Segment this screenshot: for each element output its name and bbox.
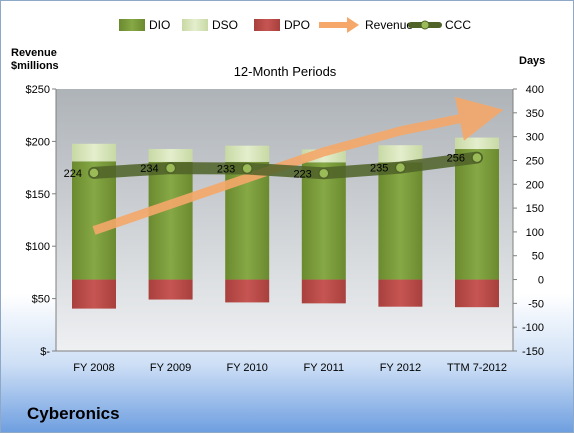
dso-bar (378, 145, 423, 163)
ccc-line (88, 151, 483, 180)
dio-bar (378, 162, 423, 280)
ccc-point (471, 151, 483, 164)
right-axis: -150 -100 -50 0 50 100 150 200 250 300 350 400 (512, 84, 544, 358)
ccc-point (394, 161, 407, 174)
revenue-legend-arrowhead (347, 17, 359, 33)
ccc-point (164, 162, 177, 174)
ccc-data-label: 256 (447, 153, 465, 165)
left-axis: $- $50 $100 $150 $200 $250 (26, 84, 57, 358)
x-axis-tick-label: TTM 7-2012 (447, 362, 507, 374)
ccc-legend-point (420, 20, 430, 30)
dpo-legend-label: DPO (284, 18, 310, 32)
x-axis: FY 2008 FY 2009 FY 2010 FY 2011 FY 2012 TTM 7… (56, 350, 513, 374)
right-axis-tick-label: 250 (526, 155, 544, 167)
ccc-data-label: 234 (140, 163, 158, 175)
chart-title: 12-Month Periods (234, 64, 337, 79)
x-axis-tick-label: FY 2008 (73, 362, 114, 374)
dpo-bar (225, 279, 270, 303)
x-axis-tick-label: FY 2011 (304, 362, 345, 374)
left-axis-label: Revenue $millions (11, 47, 59, 72)
dso-bar (72, 143, 116, 162)
x-axis-tick-label: FY 2009 (150, 362, 191, 374)
ccc-data-label: 223 (293, 168, 311, 180)
right-axis-tick-label: 100 (526, 227, 544, 239)
dpo-bar (72, 279, 116, 309)
dpo-bar (378, 279, 423, 307)
right-axis-tick-label: -50 (528, 298, 544, 310)
dso-bar (225, 145, 270, 162)
right-axis-tick-label: 350 (526, 108, 544, 120)
legend: DIO DSO DPO Revenue CCC (119, 17, 471, 33)
right-axis-tick-label: 300 (526, 132, 544, 144)
right-axis-tick-label: 400 (526, 84, 544, 96)
left-axis-tick-label: $- (40, 346, 50, 358)
ccc-point (88, 167, 100, 179)
right-axis-tick-label: 200 (526, 179, 544, 191)
left-axis-tick-label: $200 (26, 136, 50, 148)
dpo-legend-swatch (254, 19, 280, 31)
dso-legend-label: DSO (212, 18, 238, 32)
dpo-bar (148, 279, 193, 300)
left-axis-label-line: Revenue (11, 47, 57, 59)
dso-legend-swatch (182, 19, 208, 31)
dpo-bar (455, 279, 499, 308)
dio-legend-label: DIO (149, 18, 170, 32)
right-axis-label: Days (519, 55, 545, 67)
dso-bar (148, 149, 193, 162)
left-axis-tick-label: $250 (26, 84, 50, 96)
dso-bar (455, 137, 499, 150)
right-axis-tick-label: 0 (538, 275, 544, 287)
dpo-bar (301, 279, 346, 304)
lines: 224 234 233 223 235 256 (64, 96, 504, 235)
dio-bar (72, 161, 116, 280)
left-axis-label-line: $millions (11, 60, 59, 72)
ccc-point (318, 167, 330, 180)
dio-legend-swatch (119, 19, 145, 31)
dio-bar (301, 162, 346, 280)
left-axis-tick-label: $50 (32, 294, 50, 306)
right-axis-tick-label: 50 (532, 251, 544, 263)
ccc-data-label: 235 (370, 163, 388, 175)
right-axis-tick-label: -100 (522, 322, 544, 334)
ccc-data-label: 233 (217, 164, 235, 176)
company-name: Cyberonics (27, 404, 120, 423)
ccc-legend-label: CCC (445, 18, 471, 32)
right-axis-tick-label: -150 (522, 346, 544, 358)
left-axis-tick-label: $100 (26, 241, 50, 253)
x-axis-tick-label: FY 2012 (380, 362, 421, 374)
dio-bar (148, 161, 193, 280)
x-axis-tick-label: FY 2010 (227, 362, 268, 374)
right-axis-tick-label: 150 (526, 203, 544, 215)
left-axis-tick-label: $150 (26, 189, 50, 201)
revenue-legend-label: Revenue (365, 18, 413, 32)
dio-bar (455, 149, 499, 280)
ccc-data-label: 224 (64, 168, 82, 180)
ccc-point (241, 162, 253, 175)
